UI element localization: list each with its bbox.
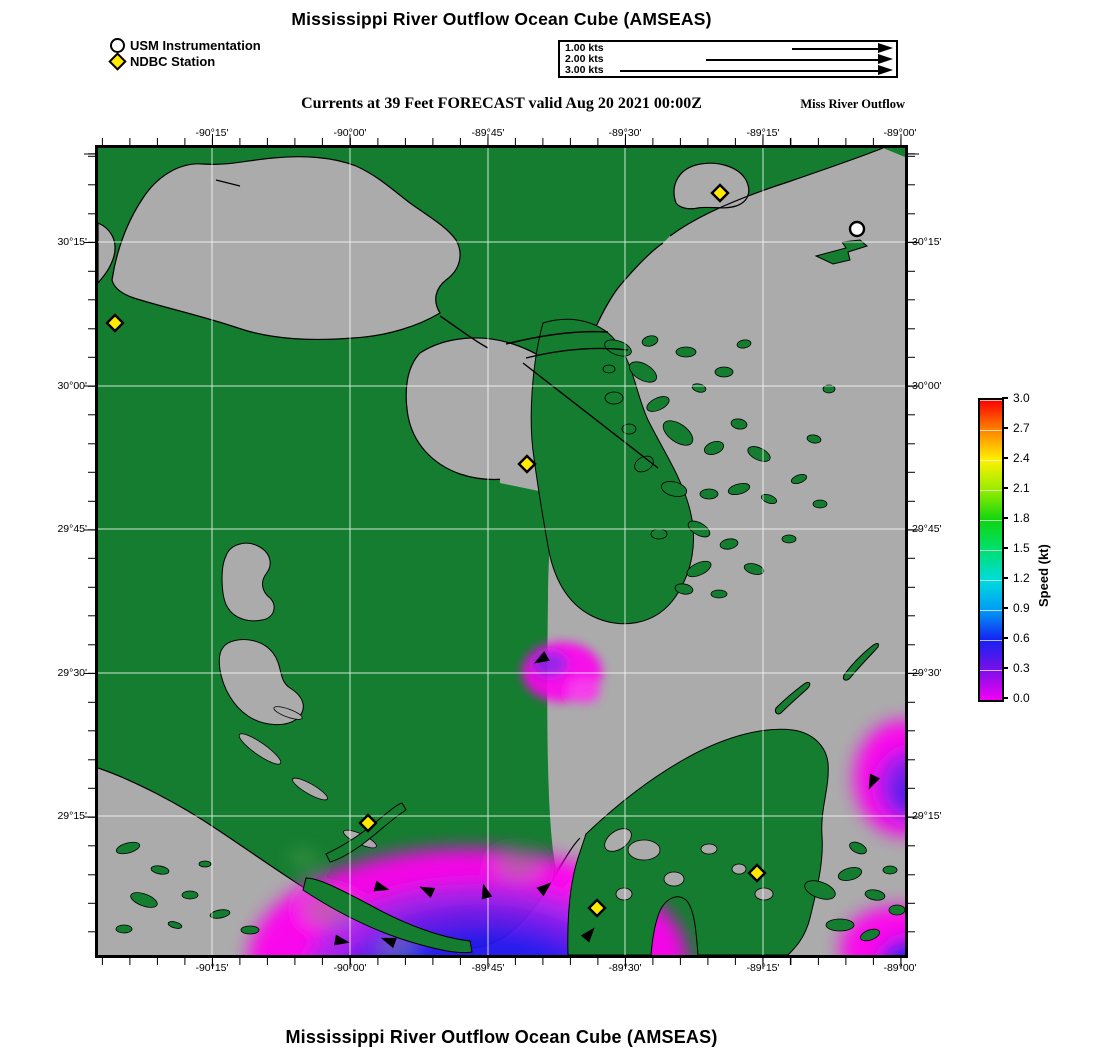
usm-instrumentation-icon bbox=[110, 37, 125, 53]
right-major-ticks bbox=[908, 148, 919, 955]
speed-scale-row: 2.00 kts bbox=[560, 53, 896, 65]
legend-usm-row: USM Instrumentation bbox=[110, 37, 261, 53]
colorbar-title: Speed (kt) bbox=[1036, 544, 1051, 607]
ndbc-station-icon bbox=[108, 51, 127, 71]
colorbar-tick-label: 0.9 bbox=[1013, 601, 1030, 615]
speed-scale-arrowhead bbox=[878, 43, 893, 53]
lat-tick-label: 30°15' bbox=[57, 236, 87, 248]
channels bbox=[215, 179, 659, 469]
left-major-ticks bbox=[84, 148, 95, 955]
map-svg bbox=[97, 147, 906, 956]
colorbar-tick-label: 0.3 bbox=[1013, 661, 1030, 675]
speed-scale-row: 1.00 kts bbox=[560, 42, 896, 54]
current-vector-arrow bbox=[534, 651, 550, 664]
speed-scale-line bbox=[792, 48, 878, 50]
lat-tick-label: 29°45' bbox=[57, 523, 87, 535]
colorbar-tick bbox=[1002, 637, 1008, 639]
current-vector-arrow bbox=[536, 882, 552, 897]
colorbar-tick-label: 1.8 bbox=[1013, 511, 1030, 525]
ndbc-station-marker bbox=[710, 183, 730, 203]
colorbar-tick bbox=[1002, 667, 1008, 669]
speed-scale-line bbox=[706, 59, 878, 61]
ndbc-station-marker bbox=[747, 863, 767, 883]
current-vector-arrow bbox=[419, 886, 436, 898]
colorbar-tick bbox=[1002, 427, 1008, 429]
lat-tick-label: 30°00' bbox=[912, 380, 942, 392]
colorbar-tick bbox=[1002, 607, 1008, 609]
map-canvas bbox=[95, 145, 908, 958]
ndbc-station-marker bbox=[517, 454, 537, 474]
current-vector-arrows bbox=[334, 651, 880, 949]
speed-scale-arrowhead bbox=[878, 65, 893, 75]
current-vector-arrow bbox=[334, 934, 350, 946]
ndbc-station-marker bbox=[587, 898, 607, 918]
colorbar-tick-label: 2.4 bbox=[1013, 451, 1030, 465]
lat-tick-label: 29°15' bbox=[57, 810, 87, 822]
current-vector-arrow bbox=[380, 937, 397, 949]
footer-title: Mississippi River Outflow Ocean Cube (AM… bbox=[285, 1027, 718, 1047]
ndbc-station-marker bbox=[105, 313, 125, 333]
forecast-subtitle: Currents at 39 Feet FORECAST valid Aug 2… bbox=[301, 95, 702, 112]
colorbar-tick bbox=[1002, 517, 1008, 519]
colorbar-tick-label: 2.7 bbox=[1013, 421, 1030, 435]
lat-tick-label: 29°45' bbox=[912, 523, 942, 535]
current-vector-arrow bbox=[580, 927, 595, 943]
usm-instrumentation-marker bbox=[848, 220, 866, 238]
speed-scale-row: 3.00 kts bbox=[560, 64, 896, 76]
legend-usm-label: USM Instrumentation bbox=[130, 37, 261, 53]
lat-tick-label: 29°30' bbox=[912, 667, 942, 679]
colorbar-tick-label: 2.1 bbox=[1013, 481, 1030, 495]
colorbar-tick bbox=[1002, 397, 1008, 399]
speed-scale-label: 1.00 kts bbox=[565, 42, 604, 54]
gridlines bbox=[98, 148, 905, 955]
speed-scale-box: 1.00 kts 2.00 kts 3.00 kts bbox=[558, 40, 898, 78]
speed-scale-arrowhead bbox=[878, 54, 893, 64]
speed-scale-label: 3.00 kts bbox=[565, 64, 604, 76]
colorbar bbox=[978, 398, 1004, 702]
lat-tick-label: 30°15' bbox=[912, 236, 942, 248]
legend-ndbc-row: NDBC Station bbox=[108, 51, 216, 71]
speed-scale-label: 2.00 kts bbox=[565, 53, 604, 65]
current-vector-arrow bbox=[481, 883, 493, 900]
lat-tick-label: 30°00' bbox=[57, 380, 87, 392]
page-title: Mississippi River Outflow Ocean Cube (AM… bbox=[291, 9, 712, 29]
corner-note: Miss River Outflow bbox=[800, 97, 905, 111]
current-vector-arrow bbox=[373, 880, 390, 892]
marsh-islets bbox=[115, 335, 906, 942]
ndbc-station-marker bbox=[358, 813, 378, 833]
colorbar-tick-label: 0.0 bbox=[1013, 691, 1030, 705]
colorbar-tick-label: 1.5 bbox=[1013, 541, 1030, 555]
colorbar-tick bbox=[1002, 547, 1008, 549]
speed-scale-rows: 1.00 kts 2.00 kts 3.00 kts bbox=[560, 42, 896, 76]
colorbar-tick-label: 0.6 bbox=[1013, 631, 1030, 645]
colorbar-tick bbox=[1002, 487, 1008, 489]
bottom-major-ticks bbox=[98, 958, 905, 969]
colorbar-tick-label: 1.2 bbox=[1013, 571, 1030, 585]
lat-tick-label: 29°30' bbox=[57, 667, 87, 679]
station-markers bbox=[105, 183, 866, 918]
legend-ndbc-label: NDBC Station bbox=[130, 53, 216, 69]
lat-tick-label: 29°15' bbox=[912, 810, 942, 822]
speed-scale-line bbox=[620, 70, 878, 72]
colorbar-tick bbox=[1002, 697, 1008, 699]
colorbar-tick bbox=[1002, 577, 1008, 579]
current-vector-arrow bbox=[868, 773, 880, 790]
top-major-ticks bbox=[98, 134, 905, 145]
colorbar-tick bbox=[1002, 457, 1008, 459]
colorbar-tick-label: 3.0 bbox=[1013, 391, 1030, 405]
colorbar-gridlines bbox=[980, 400, 1002, 700]
